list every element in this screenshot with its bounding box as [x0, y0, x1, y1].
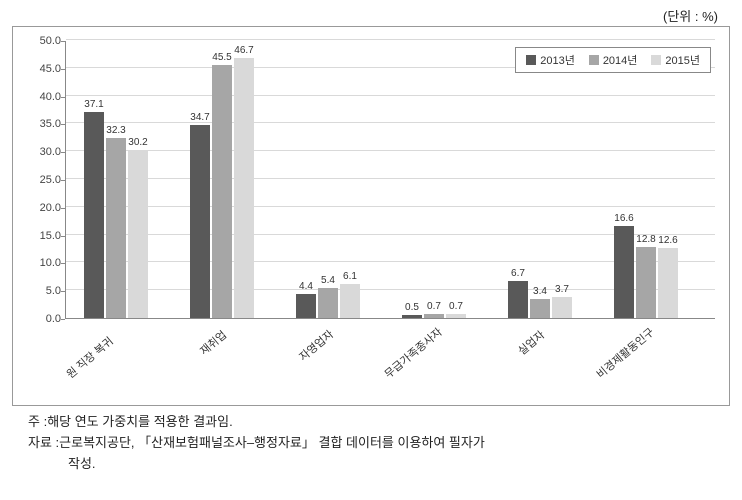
y-tick-label: 15.0 [23, 230, 61, 242]
note1-val: 해당 연도 가중치를 적용한 결과임. [47, 412, 233, 433]
bar-value-label: 0.7 [449, 301, 463, 312]
bar: 12.6 [658, 248, 678, 318]
y-tick-mark [61, 208, 65, 209]
legend-label: 2015년 [665, 52, 700, 68]
y-tick-mark [61, 319, 65, 320]
legend-label: 2013년 [540, 52, 575, 68]
y-tick-mark [61, 180, 65, 181]
bar: 37.1 [84, 112, 104, 318]
note-line-1: 주 : 해당 연도 가중치를 적용한 결과임. [28, 412, 718, 433]
y-tick-label: 40.0 [23, 91, 61, 103]
bar: 45.5 [212, 65, 232, 318]
bar-group: 6.73.43.7 [508, 281, 572, 318]
bar: 4.4 [296, 294, 316, 318]
gridline [66, 122, 715, 123]
bar-value-label: 16.6 [614, 213, 633, 224]
legend-item: 2015년 [651, 52, 700, 68]
legend-item: 2014년 [589, 52, 638, 68]
legend-item: 2013년 [526, 52, 575, 68]
bar-group: 0.50.70.7 [402, 314, 466, 318]
bar-group: 34.745.546.7 [190, 58, 254, 318]
y-tick-label: 10.0 [23, 257, 61, 269]
bar: 6.1 [340, 284, 360, 318]
y-tick-mark [61, 263, 65, 264]
bar-value-label: 6.1 [343, 271, 357, 282]
note2-val-a: 근로복지공단, 「산재보험패널조사–행정자료」 결합 데이터를 이용하여 필자가 [59, 433, 485, 454]
bar: 32.3 [106, 138, 126, 318]
x-category-label: 비경제활동인구 [593, 324, 658, 382]
bar: 3.7 [552, 297, 572, 318]
legend: 2013년 2014년 2015년 [515, 47, 711, 73]
gridline [66, 95, 715, 96]
bar: 3.4 [530, 299, 550, 318]
y-tick-mark [61, 124, 65, 125]
note-line-2a: 자료 : 근로복지공단, 「산재보험패널조사–행정자료」 결합 데이터를 이용하… [28, 433, 718, 454]
legend-label: 2014년 [603, 52, 638, 68]
note2-key: 자료 : [28, 433, 59, 454]
y-tick-label: 5.0 [23, 285, 61, 297]
x-category-label: 무급가족종사자 [381, 324, 446, 382]
bar: 5.4 [318, 288, 338, 318]
x-category-label: 재취업 [197, 327, 231, 359]
gridline [66, 206, 715, 207]
y-tick-label: 50.0 [23, 35, 61, 47]
bar-value-label: 3.4 [533, 286, 547, 297]
bar: 34.7 [190, 125, 210, 318]
bar-group: 4.45.46.1 [296, 284, 360, 318]
y-tick-label: 0.0 [23, 313, 61, 325]
bar: 0.7 [446, 314, 466, 318]
y-tick-mark [61, 69, 65, 70]
gridline [66, 150, 715, 151]
note-line-2b: 작성. [28, 454, 718, 475]
y-tick-mark [61, 97, 65, 98]
bar-value-label: 6.7 [511, 268, 525, 279]
bar-value-label: 46.7 [234, 45, 253, 56]
bar-group: 37.132.330.2 [84, 112, 148, 318]
bar: 0.5 [402, 315, 422, 318]
bar: 16.6 [614, 226, 634, 318]
unit-label: (단위 : %) [663, 6, 718, 25]
y-tick-mark [61, 41, 65, 42]
x-category-label: 원 직장 복귀 [63, 333, 117, 382]
bar-value-label: 12.6 [658, 235, 677, 246]
legend-swatch [651, 55, 661, 65]
bar: 0.7 [424, 314, 444, 318]
y-tick-label: 35.0 [23, 118, 61, 130]
bar-value-label: 3.7 [555, 284, 569, 295]
plot-area: 37.132.330.234.745.546.74.45.46.10.50.70… [65, 41, 715, 319]
note1-key: 주 : [28, 412, 47, 433]
bar-value-label: 5.4 [321, 275, 335, 286]
y-tick-mark [61, 152, 65, 153]
bar-value-label: 0.7 [427, 301, 441, 312]
y-tick-label: 45.0 [23, 63, 61, 75]
bar-group: 16.612.812.6 [614, 226, 678, 318]
y-tick-mark [61, 236, 65, 237]
y-tick-label: 30.0 [23, 146, 61, 158]
bar: 12.8 [636, 247, 656, 318]
bar: 6.7 [508, 281, 528, 318]
notes-block: 주 : 해당 연도 가중치를 적용한 결과임. 자료 : 근로복지공단, 「산재… [28, 412, 718, 474]
gridline [66, 178, 715, 179]
x-category-label: 자영업자 [296, 326, 337, 364]
legend-swatch [526, 55, 536, 65]
bar-value-label: 12.8 [636, 234, 655, 245]
note2-val-b: 작성. [28, 454, 96, 475]
gridline [66, 39, 715, 40]
bar-value-label: 0.5 [405, 302, 419, 313]
bar-value-label: 32.3 [106, 125, 125, 136]
y-tick-mark [61, 291, 65, 292]
bar: 46.7 [234, 58, 254, 318]
bar-value-label: 4.4 [299, 281, 313, 292]
y-tick-label: 25.0 [23, 174, 61, 186]
bar-value-label: 30.2 [128, 137, 147, 148]
bar-value-label: 34.7 [190, 112, 209, 123]
y-tick-label: 20.0 [23, 202, 61, 214]
bar-value-label: 45.5 [212, 52, 231, 63]
bar-value-label: 37.1 [84, 99, 103, 110]
legend-swatch [589, 55, 599, 65]
bar: 30.2 [128, 150, 148, 318]
chart-container: 37.132.330.234.745.546.74.45.46.10.50.70… [12, 26, 730, 406]
x-category-label: 실업자 [515, 327, 549, 359]
